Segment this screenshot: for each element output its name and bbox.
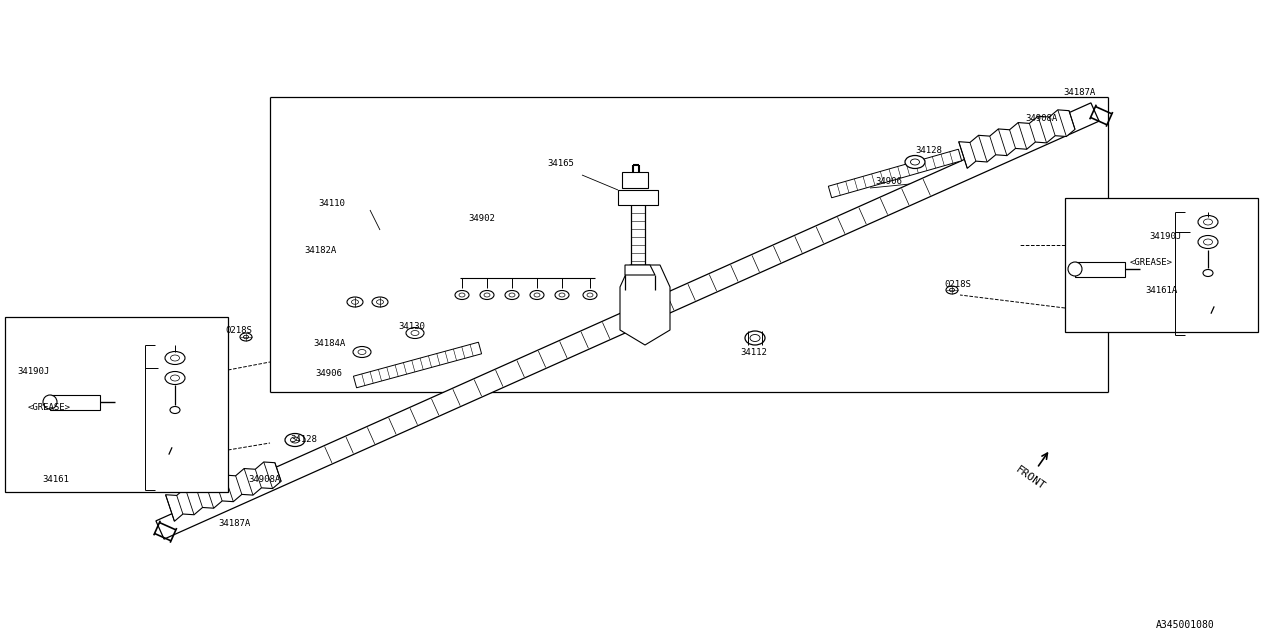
Ellipse shape bbox=[411, 330, 419, 335]
Ellipse shape bbox=[129, 456, 146, 470]
Ellipse shape bbox=[170, 355, 179, 361]
Ellipse shape bbox=[170, 406, 180, 413]
Text: 0218S: 0218S bbox=[945, 280, 970, 289]
Polygon shape bbox=[828, 149, 961, 198]
Ellipse shape bbox=[376, 300, 384, 304]
Ellipse shape bbox=[1203, 239, 1212, 245]
Text: 34110: 34110 bbox=[317, 198, 344, 207]
Ellipse shape bbox=[559, 293, 564, 297]
Polygon shape bbox=[165, 462, 282, 522]
Text: 34187A: 34187A bbox=[1062, 88, 1096, 97]
Text: 34190J: 34190J bbox=[1149, 232, 1181, 241]
Ellipse shape bbox=[161, 444, 179, 458]
Ellipse shape bbox=[750, 335, 760, 342]
Polygon shape bbox=[959, 110, 1075, 168]
Ellipse shape bbox=[556, 291, 570, 300]
Text: 34190J: 34190J bbox=[17, 367, 49, 376]
Text: 34908A: 34908A bbox=[1025, 113, 1057, 122]
Ellipse shape bbox=[745, 331, 765, 345]
Text: <GREASE>: <GREASE> bbox=[1130, 257, 1172, 266]
Ellipse shape bbox=[406, 328, 424, 339]
Ellipse shape bbox=[353, 346, 371, 358]
Text: 34902: 34902 bbox=[468, 214, 495, 223]
Ellipse shape bbox=[1198, 236, 1219, 248]
Ellipse shape bbox=[170, 375, 179, 381]
Text: 34182A: 34182A bbox=[305, 246, 337, 255]
Ellipse shape bbox=[509, 293, 515, 297]
Ellipse shape bbox=[460, 293, 465, 297]
Bar bbox=[1075, 262, 1125, 277]
Ellipse shape bbox=[582, 291, 596, 300]
Text: 34161A: 34161A bbox=[1146, 285, 1178, 294]
Ellipse shape bbox=[372, 297, 388, 307]
Ellipse shape bbox=[241, 333, 252, 341]
Ellipse shape bbox=[285, 433, 305, 447]
Ellipse shape bbox=[291, 437, 300, 443]
Text: 34908A: 34908A bbox=[248, 476, 280, 484]
Polygon shape bbox=[618, 190, 658, 205]
Text: 34187A: 34187A bbox=[218, 520, 251, 529]
Ellipse shape bbox=[1198, 216, 1219, 228]
Ellipse shape bbox=[905, 156, 925, 168]
Ellipse shape bbox=[347, 297, 364, 307]
Polygon shape bbox=[156, 103, 1100, 539]
Text: 34130: 34130 bbox=[398, 321, 425, 330]
Ellipse shape bbox=[946, 286, 957, 294]
Ellipse shape bbox=[1203, 219, 1212, 225]
Ellipse shape bbox=[165, 351, 186, 365]
Text: 34128: 34128 bbox=[915, 145, 942, 154]
Bar bbox=[50, 395, 100, 410]
Ellipse shape bbox=[530, 291, 544, 300]
Ellipse shape bbox=[1187, 291, 1203, 303]
Ellipse shape bbox=[165, 371, 186, 385]
Text: 34184A: 34184A bbox=[314, 339, 346, 348]
Polygon shape bbox=[622, 172, 648, 188]
Polygon shape bbox=[620, 265, 669, 345]
Ellipse shape bbox=[588, 293, 593, 297]
Ellipse shape bbox=[352, 300, 358, 304]
Bar bbox=[1065, 198, 1258, 332]
Ellipse shape bbox=[950, 288, 955, 292]
Ellipse shape bbox=[1203, 269, 1213, 276]
Text: 34112: 34112 bbox=[740, 348, 767, 356]
Ellipse shape bbox=[480, 291, 494, 300]
Ellipse shape bbox=[910, 159, 919, 165]
Polygon shape bbox=[353, 342, 481, 388]
Ellipse shape bbox=[484, 293, 490, 297]
Ellipse shape bbox=[358, 349, 366, 355]
Text: 34906: 34906 bbox=[315, 369, 342, 378]
Ellipse shape bbox=[1068, 262, 1082, 276]
Ellipse shape bbox=[454, 291, 468, 300]
Text: 34161: 34161 bbox=[42, 476, 69, 484]
Polygon shape bbox=[625, 265, 655, 275]
Text: <GREASE>: <GREASE> bbox=[28, 403, 70, 412]
Text: 0218S: 0218S bbox=[225, 326, 252, 335]
Text: 34165: 34165 bbox=[547, 159, 573, 168]
Ellipse shape bbox=[1204, 303, 1221, 317]
Ellipse shape bbox=[506, 291, 518, 300]
Ellipse shape bbox=[534, 293, 540, 297]
Bar bbox=[5, 317, 228, 492]
Text: FRONT: FRONT bbox=[1014, 464, 1047, 492]
Text: A345001080: A345001080 bbox=[1156, 620, 1215, 630]
Text: 34906: 34906 bbox=[876, 177, 902, 186]
Ellipse shape bbox=[44, 395, 58, 409]
Text: 34128: 34128 bbox=[291, 435, 317, 445]
Ellipse shape bbox=[243, 335, 248, 339]
